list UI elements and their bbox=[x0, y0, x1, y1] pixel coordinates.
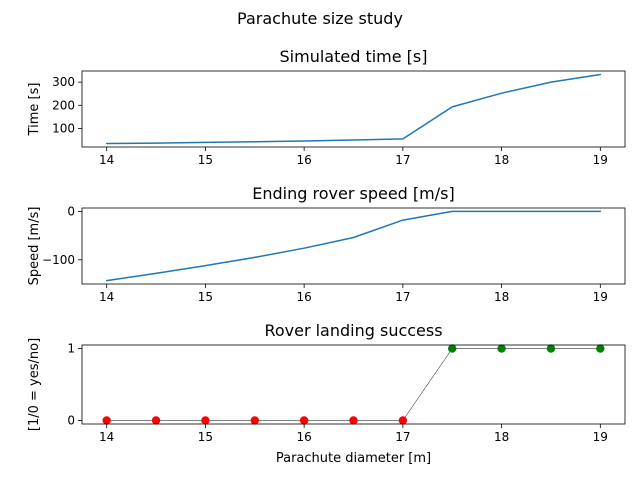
data-point bbox=[448, 344, 457, 353]
y-tick-label: 0 bbox=[67, 204, 75, 218]
series-line bbox=[105, 210, 602, 282]
x-tick-label: 15 bbox=[198, 430, 213, 444]
y-axis-label: Time [s] bbox=[27, 83, 42, 137]
x-tick-label: 14 bbox=[99, 430, 114, 444]
x-tick-label: 16 bbox=[296, 290, 311, 304]
x-tick-label: 16 bbox=[296, 430, 311, 444]
x-tick-label: 18 bbox=[494, 290, 509, 304]
figure-suptitle: Parachute size study bbox=[237, 9, 403, 28]
data-point bbox=[546, 344, 556, 353]
x-tick-label: 19 bbox=[593, 290, 608, 304]
data-point bbox=[201, 416, 210, 425]
subplot-1: Simulated time [s] Time [s] 14 15 16 17 18 19 10… bbox=[27, 47, 626, 167]
subplot-title: Simulated time [s] bbox=[280, 47, 428, 66]
data-point bbox=[102, 416, 111, 425]
series-line bbox=[105, 73, 602, 145]
data-point bbox=[299, 416, 309, 425]
y-tick-label: 100 bbox=[52, 121, 75, 135]
data-point bbox=[497, 344, 506, 353]
x-tick-label: 18 bbox=[494, 430, 509, 444]
x-tick-label: 14 bbox=[99, 153, 114, 167]
x-tick-label: 18 bbox=[494, 153, 509, 167]
subplot-3: Rover landing success [1/0 = yes/no] Parac… bbox=[27, 321, 626, 466]
x-tick-label: 19 bbox=[593, 153, 608, 167]
y-tick-label: 1 bbox=[67, 342, 75, 356]
x-tick-label: 17 bbox=[395, 153, 410, 167]
axes-frame bbox=[81, 207, 626, 285]
y-tick-label: 300 bbox=[52, 75, 75, 89]
x-tick-label: 15 bbox=[198, 153, 213, 167]
axes-frame bbox=[81, 70, 626, 148]
x-tick-label: 14 bbox=[99, 290, 114, 304]
data-point bbox=[398, 416, 408, 425]
subplot-title: Rover landing success bbox=[264, 321, 442, 340]
x-tick-label: 15 bbox=[198, 290, 213, 304]
x-tick-label: 17 bbox=[395, 430, 410, 444]
data-point bbox=[349, 416, 358, 425]
y-tick-label: 200 bbox=[52, 98, 75, 112]
x-tick-label: 17 bbox=[395, 290, 410, 304]
axes-frame bbox=[81, 344, 626, 425]
subplot-title: Ending rover speed [m/s] bbox=[252, 184, 454, 203]
y-axis-label: Speed [m/s] bbox=[27, 207, 42, 286]
y-tick-label: 0 bbox=[67, 413, 75, 427]
x-axis-label: Parachute diameter [m] bbox=[276, 451, 431, 466]
subplot-2: Ending rover speed [m/s] Speed [m/s] 14 15 1… bbox=[27, 184, 626, 304]
y-axis-label: [1/0 = yes/no] bbox=[27, 338, 42, 431]
x-tick-label: 19 bbox=[593, 430, 608, 444]
data-point bbox=[151, 416, 161, 425]
data-point bbox=[596, 344, 605, 353]
y-tick-label: −100 bbox=[42, 253, 75, 267]
x-tick-label: 16 bbox=[296, 153, 311, 167]
data-point bbox=[250, 416, 259, 425]
